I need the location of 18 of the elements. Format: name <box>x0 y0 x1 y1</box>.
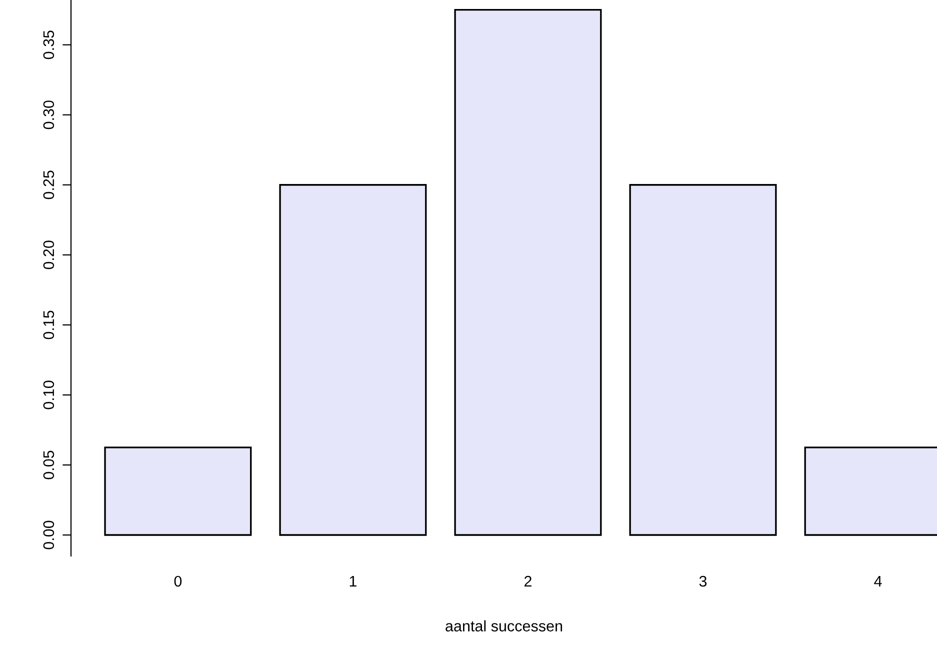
x-axis-title: aantal successen <box>446 620 562 632</box>
y-tick-label: 0.10 <box>43 380 54 410</box>
x-tick-label: 2 <box>524 576 532 587</box>
y-tick-label: 0.20 <box>43 240 54 270</box>
x-tick-label: 3 <box>699 576 707 587</box>
y-tick-label: 0.15 <box>43 310 54 340</box>
bar <box>454 8 602 536</box>
bar <box>104 446 252 536</box>
bar <box>629 184 777 536</box>
x-tick-label: 1 <box>350 576 356 587</box>
y-tick-label: 0.00 <box>43 520 54 550</box>
y-tick-label: 0.35 <box>43 30 54 60</box>
y-tick-label: 0.05 <box>43 450 54 480</box>
y-tick-label: 0.30 <box>43 100 54 130</box>
x-tick-label: 0 <box>174 576 182 587</box>
bar <box>279 184 427 536</box>
x-tick-label: 4 <box>874 576 882 587</box>
y-tick-label: 0.25 <box>43 170 54 200</box>
